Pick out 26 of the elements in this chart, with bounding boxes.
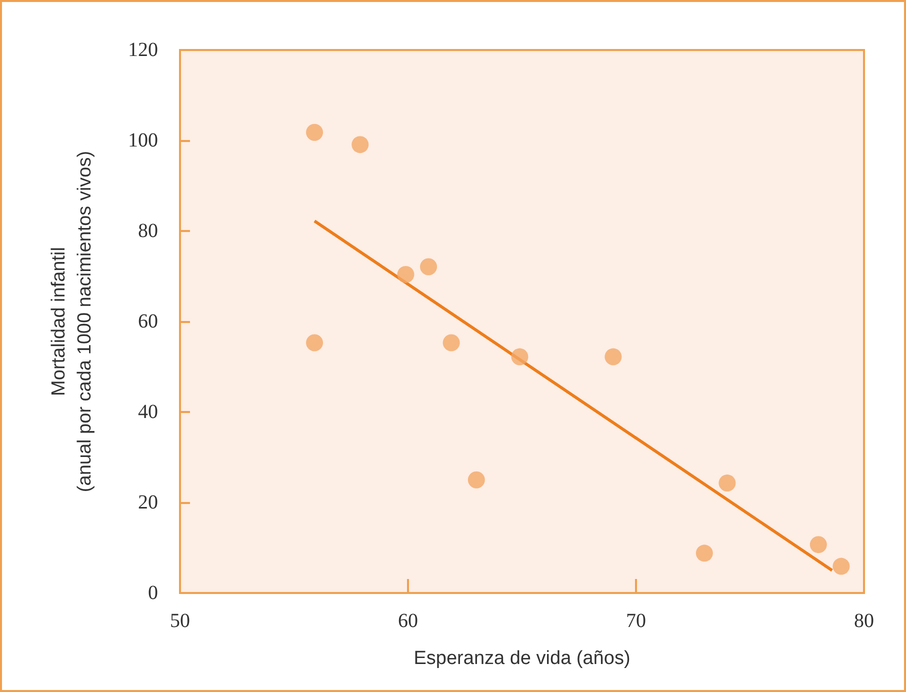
point (306, 334, 324, 352)
point (397, 266, 414, 283)
y-tick-label: 0 (148, 582, 158, 604)
point (696, 544, 713, 562)
y-tick-label: 20 (138, 492, 158, 514)
y-tick-label: 100 (128, 130, 158, 152)
x-axis-title: Esperanza de vida (años) (414, 648, 630, 669)
x-tick-label: 70 (626, 610, 646, 632)
point (442, 334, 460, 352)
point (306, 124, 324, 141)
y-axis-title: Mortalidad infantil (anual por cada 1000 nacimientos vivos) (48, 150, 96, 492)
y-tick-label: 60 (138, 310, 158, 332)
point (810, 536, 827, 554)
x-tick-label: 80 (854, 610, 874, 632)
point (511, 348, 528, 366)
y-tick-label: 120 (128, 39, 158, 61)
point (420, 258, 438, 276)
y-tick-label: 80 (138, 220, 158, 242)
x-tick-label: 60 (398, 610, 418, 632)
x-tick-label: 50 (170, 610, 190, 632)
point (352, 136, 369, 154)
point (718, 474, 736, 492)
point (832, 558, 850, 575)
point (468, 471, 485, 488)
y-tick-label: 40 (138, 401, 158, 423)
point (604, 348, 622, 366)
